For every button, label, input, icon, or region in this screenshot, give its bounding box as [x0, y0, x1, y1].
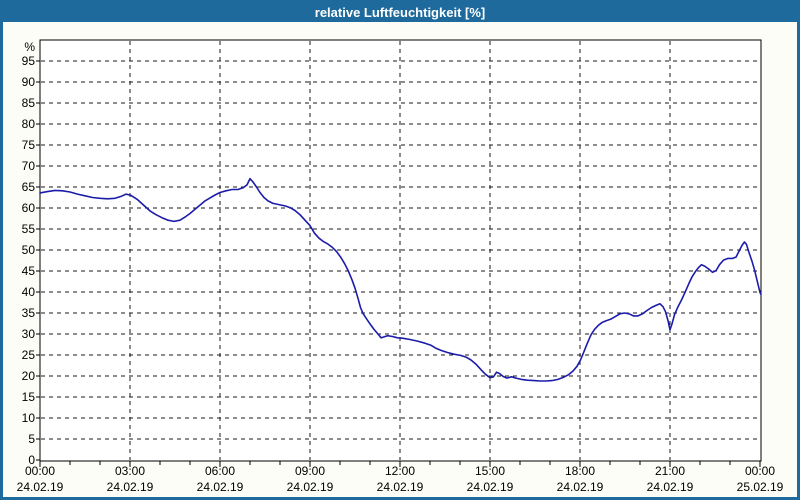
x-date-label: 24.02.19 — [17, 480, 64, 494]
y-tick-label: 15 — [22, 390, 36, 404]
y-tick-label: 45 — [22, 264, 36, 278]
y-tick-label: 35 — [22, 306, 36, 320]
y-tick-label: 85 — [22, 96, 36, 110]
y-tick-label: 65 — [22, 180, 36, 194]
y-tick-label: 20 — [22, 369, 36, 383]
x-time-label: 09:00 — [295, 464, 325, 478]
y-tick-label: 95 — [22, 54, 36, 68]
y-tick-label: 70 — [22, 159, 36, 173]
x-time-label: 12:00 — [385, 464, 415, 478]
x-date-label: 24.02.19 — [107, 480, 154, 494]
y-tick-label: 25 — [22, 348, 36, 362]
x-date-label: 24.02.19 — [557, 480, 604, 494]
x-time-label: 03:00 — [115, 464, 145, 478]
y-tick-label: 75 — [22, 138, 36, 152]
y-tick-label: 55 — [22, 222, 36, 236]
humidity-series-line — [39, 177, 762, 382]
x-date-label: 24.02.19 — [467, 480, 514, 494]
x-time-label: 06:00 — [205, 464, 235, 478]
x-time-label: 21:00 — [655, 464, 685, 478]
window-titlebar: relative Luftfeuchtigkeit [%] — [3, 3, 797, 22]
x-time-label: 18:00 — [565, 464, 595, 478]
y-tick-label: 50 — [22, 243, 36, 257]
x-date-label: 24.02.19 — [287, 480, 334, 494]
y-tick-label: 40 — [22, 285, 36, 299]
y-tick-label: 0 — [28, 453, 35, 467]
y-tick-label: 5 — [28, 432, 35, 446]
y-tick-label: 60 — [22, 201, 36, 215]
y-tick-label: 90 — [22, 75, 36, 89]
x-time-label: 00:00 — [745, 464, 775, 478]
window-title: relative Luftfeuchtigkeit [%] — [314, 5, 486, 20]
y-axis-unit-label: % — [24, 40, 35, 54]
x-time-label: 00:00 — [25, 464, 55, 478]
x-date-label: 25.02.19 — [737, 480, 784, 494]
x-date-label: 24.02.19 — [647, 480, 694, 494]
chart-content: 95 90 85 80 75 70 65 60 55 50 45 40 35 30 25 20 15 10 5 0% 0… — [3, 22, 797, 497]
x-time-label: 15:00 — [475, 464, 505, 478]
y-tick-label: 80 — [22, 117, 36, 131]
x-date-label: 24.02.19 — [197, 480, 244, 494]
y-tick-label: 10 — [22, 411, 36, 425]
y-tick-label: 30 — [22, 327, 36, 341]
x-date-label: 24.02.19 — [377, 480, 424, 494]
